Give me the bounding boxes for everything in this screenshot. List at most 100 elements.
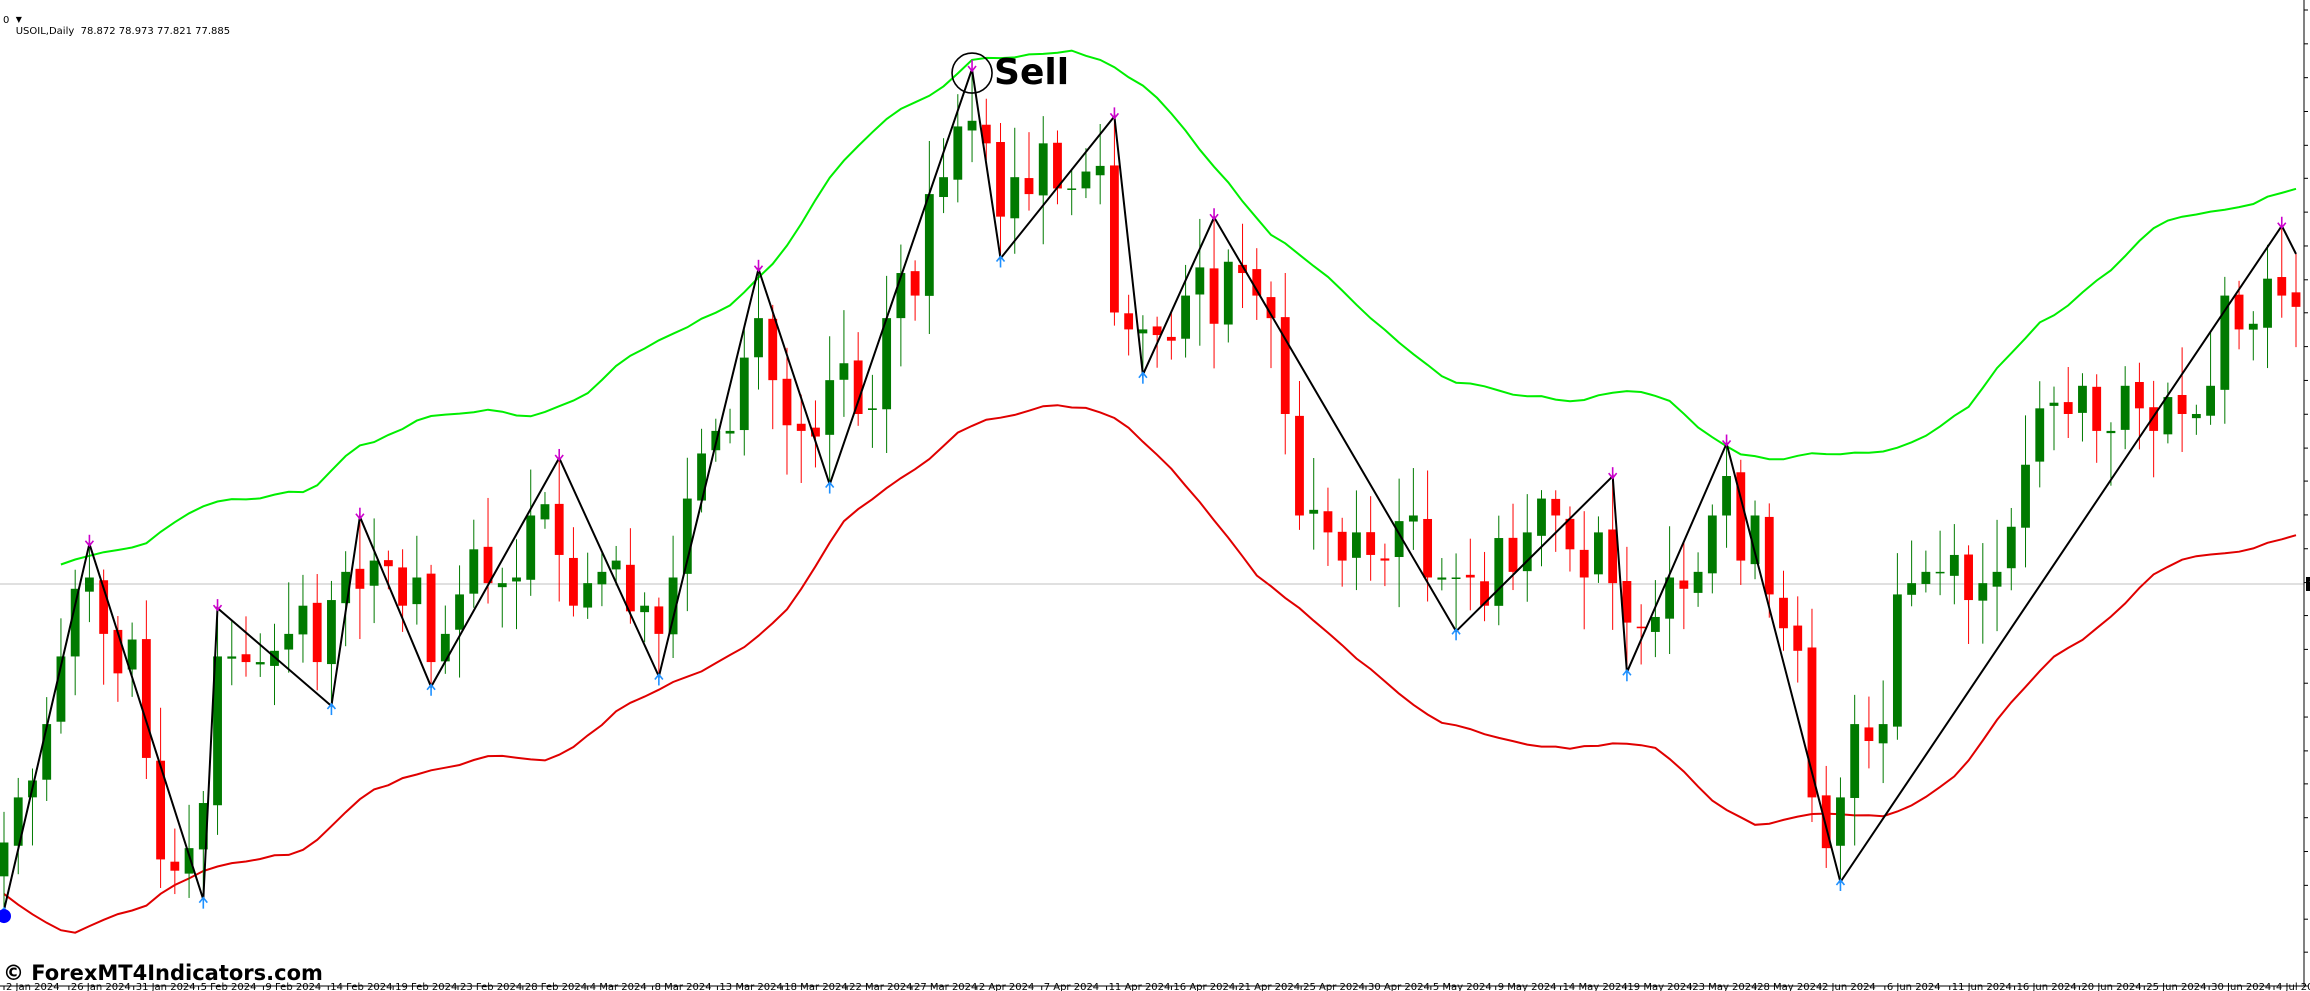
candle-body [625, 564, 635, 612]
x-tick-label: 19 May 2024 [1627, 982, 1692, 991]
candle-body [355, 568, 365, 589]
candle-body [2220, 295, 2230, 390]
candle-body [284, 633, 294, 650]
candle-body [540, 504, 550, 520]
candle-body [1138, 329, 1148, 334]
band-layer [3, 49, 2297, 934]
candle-body [1807, 647, 1817, 798]
candle-body [882, 318, 892, 410]
candle-body [1480, 581, 1489, 606]
candle-body [113, 629, 123, 674]
candle-body [1650, 616, 1660, 632]
candle-body [2049, 402, 2059, 406]
candle-body [127, 639, 137, 670]
up-arrow-icon [654, 673, 664, 686]
candle-body [1949, 554, 1959, 576]
candle-body [939, 177, 948, 198]
down-arrow-icon [1209, 208, 1219, 221]
down-arrow-icon [84, 534, 95, 548]
candle-body [1522, 532, 1532, 572]
down-arrow-icon [355, 507, 365, 520]
x-tick-label: 9 May 2024 [1498, 982, 1557, 991]
candle-body [611, 560, 621, 570]
candle-body [1038, 143, 1048, 196]
candle-body [1024, 178, 1034, 195]
x-tick-label: 22 Mar 2024 [849, 982, 912, 991]
sell-circle-marker [951, 52, 993, 94]
x-tick-label: 13 Mar 2024 [719, 982, 782, 991]
candle-body [241, 654, 251, 663]
candle-body [697, 453, 706, 501]
candle-body [1181, 295, 1191, 339]
candle-body [2120, 385, 2130, 430]
candle-body [455, 594, 464, 630]
candle-body [768, 318, 778, 381]
down-arrow-icon [1721, 434, 1732, 447]
dropdown-triangle-icon[interactable]: ▼ [15, 15, 22, 24]
symbol-header: ▼ USOIL,Daily 78.872 78.973 77.821 77.88… [3, 2, 230, 50]
candle-body [654, 606, 664, 634]
x-tick-label: 19 Feb 2024 [395, 982, 457, 991]
candle-body [497, 583, 507, 588]
candle-body [156, 760, 166, 860]
up-arrow-icon [995, 255, 1006, 268]
candle-body [754, 318, 763, 358]
candle-body [1964, 554, 1973, 601]
candle-body [412, 577, 422, 605]
candle-body [1408, 515, 1418, 522]
candle-body [1366, 532, 1376, 555]
down-arrow-icon [554, 448, 564, 462]
x-tick-label: 25 Jun 2024 [2146, 982, 2206, 991]
candle-body [2163, 397, 2173, 435]
x-tick-label: 20 Jun 2024 [2081, 982, 2141, 991]
x-tick-label: 14 Feb 2024 [330, 982, 392, 991]
candle-body [1010, 177, 1020, 219]
candle-body [1764, 516, 1774, 595]
candle-body [1223, 261, 1233, 325]
candle-body [1850, 724, 1860, 798]
candle-body [1622, 581, 1632, 623]
up-arrow-icon [1622, 668, 1632, 682]
symbol-ohlc: USOIL,Daily 78.872 78.973 77.821 77.885 [15, 26, 231, 37]
candle-body [426, 573, 436, 663]
candle-body [1352, 532, 1361, 558]
candle-body [56, 656, 66, 722]
candle-body [739, 357, 749, 431]
candle-body [682, 498, 692, 574]
x-tick-label: 11 Jun 2024 [1952, 982, 2012, 991]
x-tick-label: 31 Jan 2024 [136, 982, 196, 991]
candle-body [1693, 571, 1703, 593]
candle-body [2021, 464, 2030, 528]
candle-body [2035, 408, 2045, 462]
up-arrow-icon [326, 702, 337, 716]
candle-body [640, 605, 650, 613]
x-tick-label: 23 Feb 2024 [460, 982, 522, 991]
x-tick-label: 9 Feb 2024 [265, 982, 321, 991]
candle-body [1095, 165, 1105, 176]
candle-body [298, 605, 308, 635]
candle-body [1280, 317, 1290, 414]
x-tick-label: 8 Mar 2024 [655, 982, 712, 991]
candle-body [1295, 415, 1304, 516]
candle-body [85, 577, 94, 592]
candle-body [70, 588, 80, 657]
candle-body [1551, 498, 1561, 516]
candle-body [312, 602, 322, 663]
candle-body [1465, 574, 1475, 578]
candle-body [583, 583, 593, 608]
x-tick-label: 11 Apr 2024 [1109, 982, 1171, 991]
x-tick-label: 2 Jun 2024 [1822, 982, 1876, 991]
candle-body [1864, 727, 1874, 742]
up-arrow-icon [1138, 371, 1148, 384]
candles-layer [0, 69, 2301, 911]
x-tick-label: 14 May 2024 [1563, 982, 1628, 991]
candle-body [327, 600, 336, 665]
candle-body [369, 560, 379, 586]
candle-body [255, 662, 265, 665]
x-tick-label: 21 Apr 2024 [1238, 982, 1300, 991]
candle-body [184, 848, 194, 874]
candle-body [1793, 625, 1803, 651]
candle-body [1679, 580, 1689, 589]
